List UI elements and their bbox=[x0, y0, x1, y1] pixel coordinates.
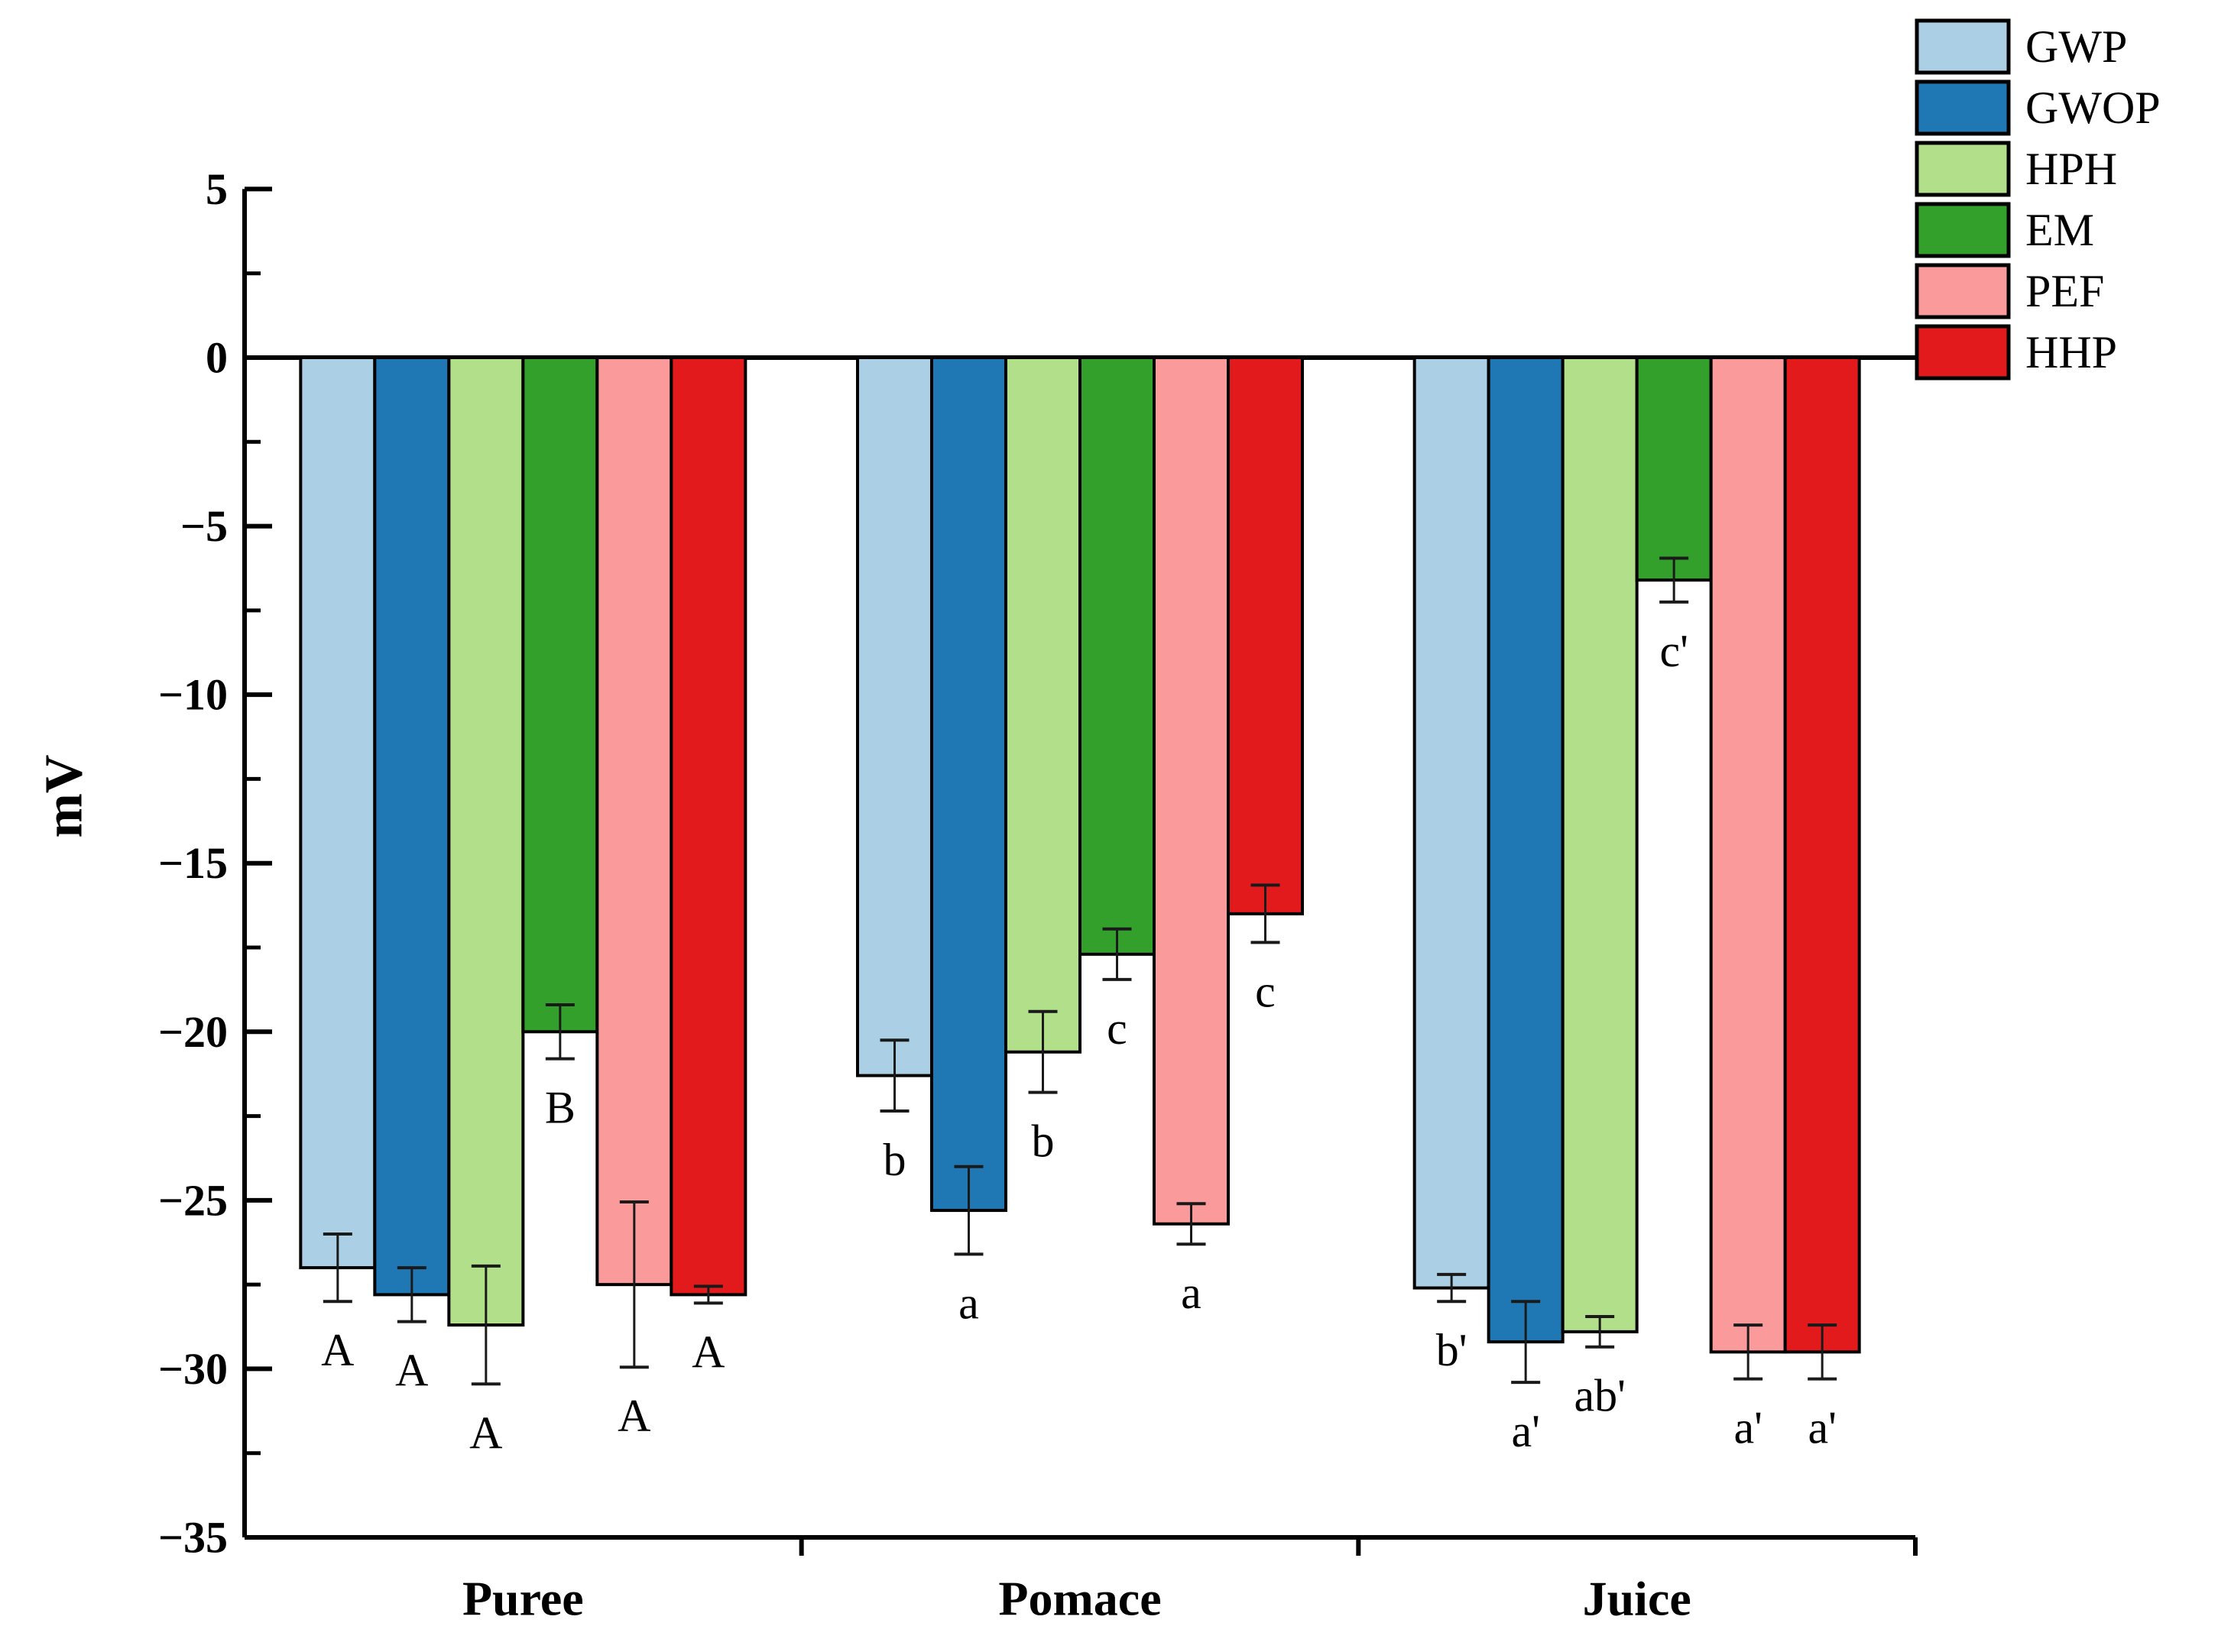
legend-swatch-gwop bbox=[1915, 79, 2011, 136]
bar-gwop-puree bbox=[373, 356, 451, 1297]
legend-swatch-gwp bbox=[1915, 18, 2011, 75]
y-axis-tick-label: 0 bbox=[206, 333, 228, 383]
bars bbox=[299, 356, 1861, 1354]
significance-letter-gwop-pomace: a bbox=[958, 1278, 979, 1328]
significance-letter-em-juice: c' bbox=[1659, 626, 1688, 676]
y-axis-tick-label: −20 bbox=[158, 1007, 228, 1057]
y-axis-tick-label: −25 bbox=[158, 1175, 228, 1225]
bar-hhp-juice bbox=[1783, 356, 1861, 1354]
bar-em-pomace bbox=[1078, 356, 1156, 956]
legend-label-gwop: GWOP bbox=[2025, 83, 2161, 133]
legend-swatch-hhp bbox=[1915, 324, 2011, 381]
y-axis-tick-label: −15 bbox=[158, 838, 228, 888]
bar-gwp-pomace bbox=[856, 356, 933, 1077]
bar-hph-puree bbox=[447, 356, 525, 1327]
y-axis-tick-label: −5 bbox=[180, 501, 228, 551]
significance-letter-hph-juice: ab' bbox=[1574, 1371, 1625, 1421]
legend-label-gwp: GWP bbox=[2025, 21, 2127, 72]
bar-hph-pomace bbox=[1004, 356, 1081, 1054]
legend-label-em: EM bbox=[2025, 205, 2094, 255]
significance-letter-hhp-juice: a' bbox=[1808, 1403, 1836, 1453]
significance-letter-gwop-puree: A bbox=[395, 1346, 428, 1396]
error-bars bbox=[323, 556, 1837, 1386]
significance-letter-pef-pomace: a bbox=[1181, 1268, 1201, 1318]
bar-pef-pomace bbox=[1153, 356, 1230, 1226]
significance-letter-hph-puree: A bbox=[469, 1407, 502, 1458]
legend-label-pef: PEF bbox=[2025, 266, 2104, 316]
x-axis-category-label-pomace: Pomace bbox=[998, 1572, 1161, 1626]
significance-letter-pef-puree: A bbox=[618, 1391, 650, 1441]
significance-letter-pef-juice: a' bbox=[1733, 1403, 1762, 1453]
legend-swatch-pef bbox=[1915, 263, 2011, 319]
x-axis-category-label-juice: Juice bbox=[1583, 1572, 1691, 1626]
significance-letter-gwop-juice: a' bbox=[1511, 1406, 1539, 1456]
bar-hph-juice bbox=[1561, 356, 1639, 1333]
y-axis: 5 0 −5 −10 −15 −20 −25 −30 −35 bbox=[158, 164, 272, 1562]
bar-em-juice bbox=[1635, 356, 1713, 582]
significance-letter-hhp-puree: A bbox=[692, 1326, 725, 1377]
bar-hhp-puree bbox=[670, 356, 747, 1297]
significance-letter-hhp-pomace: c bbox=[1255, 966, 1276, 1016]
y-axis-tick-label: −30 bbox=[158, 1344, 228, 1394]
significance-letter-gwp-pomace: b bbox=[884, 1135, 906, 1185]
bar-pef-juice bbox=[1709, 356, 1787, 1354]
bar-gwp-juice bbox=[1412, 356, 1490, 1290]
bar-gwop-juice bbox=[1487, 356, 1565, 1344]
bar-pef-puree bbox=[595, 356, 673, 1287]
x-axis-category-label-puree: Puree bbox=[462, 1572, 584, 1626]
legend-swatch-hph bbox=[1915, 141, 2011, 197]
significance-letter-em-puree: B bbox=[545, 1083, 576, 1133]
bar-gwop-pomace bbox=[930, 356, 1007, 1213]
y-axis-tick-label: −10 bbox=[158, 670, 228, 720]
y-axis-title: mV bbox=[35, 755, 94, 838]
legend-label-hph: HPH bbox=[2025, 144, 2117, 194]
legend-swatch-em bbox=[1915, 202, 2011, 258]
legend: GWP GWOP HPH EM PEF HHP bbox=[1915, 18, 2161, 381]
x-axis: Puree Pomace Juice bbox=[245, 1534, 1918, 1626]
bar-hhp-pomace bbox=[1227, 356, 1304, 915]
y-axis-tick-label: 5 bbox=[206, 164, 228, 214]
y-axis-tick-label: −35 bbox=[158, 1512, 228, 1562]
significance-letter-gwp-juice: b' bbox=[1436, 1325, 1467, 1375]
bar-em-puree bbox=[521, 356, 599, 1034]
legend-label-hhp: HHP bbox=[2025, 327, 2117, 377]
bar-gwp-puree bbox=[299, 356, 377, 1270]
significance-letter-gwp-puree: A bbox=[321, 1325, 354, 1375]
significance-letter-em-pomace: c bbox=[1107, 1003, 1127, 1054]
significance-letter-hph-pomace: b bbox=[1032, 1116, 1055, 1167]
